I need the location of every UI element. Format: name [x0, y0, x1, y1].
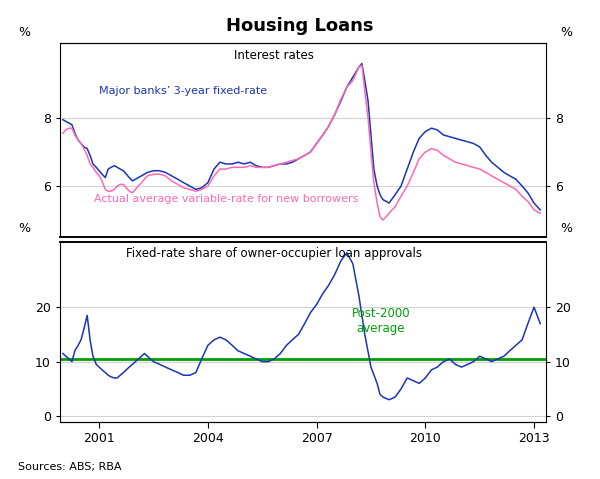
Text: Actual average variable-rate for new borrowers: Actual average variable-rate for new bor… — [94, 194, 358, 205]
Text: Post-2000
average: Post-2000 average — [352, 307, 410, 335]
Text: %: % — [561, 26, 573, 39]
Text: Major banks’ 3-year fixed-rate: Major banks’ 3-year fixed-rate — [99, 86, 267, 96]
Text: %: % — [19, 222, 31, 235]
Text: Fixed-rate share of owner-occupier loan approvals: Fixed-rate share of owner-occupier loan … — [126, 247, 422, 260]
Text: %: % — [561, 222, 573, 235]
Text: Housing Loans: Housing Loans — [226, 17, 374, 35]
Text: %: % — [19, 26, 31, 39]
Text: Interest rates: Interest rates — [234, 49, 314, 62]
Text: Sources: ABS; RBA: Sources: ABS; RBA — [18, 462, 121, 472]
